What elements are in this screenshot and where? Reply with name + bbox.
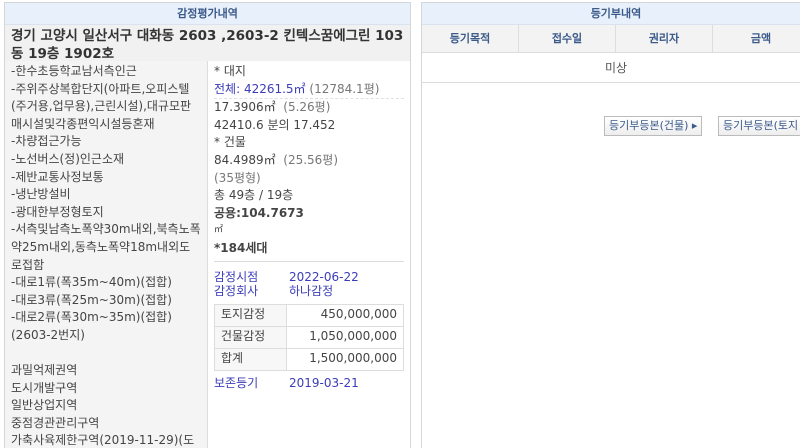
- land-total-pyeong: (12784.1평): [309, 81, 380, 96]
- col-date: 접수일: [519, 25, 616, 52]
- location-line: -대로1류(폭35m~40m)(접합): [11, 275, 172, 290]
- location-line: 가축사육제한구역(2019-11-29)(도시: [11, 433, 195, 448]
- location-line: [11, 345, 201, 363]
- valuation-table: 토지감정 450,000,000 건물감정 1,050,000,000 합계 1,50…: [214, 303, 404, 371]
- building-label: * 건물: [214, 135, 246, 150]
- location-description: -한수초등학교남서측인근 -주위주상복합단지(아파트,오피스텔(주거용,업무용),…: [5, 61, 208, 448]
- common-area: 공용:104.7673: [214, 205, 304, 220]
- location-line: -광대한부정형토지: [11, 204, 104, 219]
- registry-building-button[interactable]: 등기부등본(건물) ▸: [604, 116, 703, 136]
- land-share-pyeong: (5.26평): [283, 100, 331, 115]
- location-line: -노선버스(정)인근소재: [11, 151, 125, 166]
- land-label: * 대지: [214, 64, 246, 78]
- location-line: -냉난방설비: [11, 187, 71, 202]
- date-label: 감정시점: [214, 269, 259, 284]
- floors: 총 49층 / 19층: [214, 188, 294, 203]
- common-unit: ㎡: [214, 225, 224, 236]
- location-line: 중점경관관리구역: [11, 415, 100, 430]
- location-line: -대로3류(폭25m~30m)(접합): [11, 292, 172, 307]
- land-value-label: 토지감정: [214, 303, 287, 327]
- location-line: -서측및남측노폭약30m내외,북측노폭약25m내외,동측노폭약18m내외도로접함: [11, 222, 201, 272]
- location-line: 과밀억제권역: [11, 363, 78, 378]
- location-line: -제반교통사정보통: [11, 169, 104, 184]
- building-value-label: 건물감정: [214, 325, 287, 349]
- land-ratio: 42410.6 분의 17.452: [214, 117, 336, 132]
- building-area: 84.4989㎡: [214, 152, 276, 167]
- registry-table-header: 등기목적 접수일 권리자 금액: [422, 25, 800, 53]
- location-line: -주위주상복합단지(아파트,오피스텔(주거용,업무용),근린시설),대규모판매시…: [11, 81, 192, 131]
- location-line: -차량접근가능: [11, 134, 82, 149]
- location-line: -대로2류(폭30m~35m)(접합)(2603-2번지): [11, 310, 172, 342]
- property-address: 경기 고양시 일산서구 대화동 2603 ,2603-2 킨텍스꿈에그린 103…: [5, 25, 410, 62]
- col-amount: 금액: [713, 25, 800, 52]
- building-pyeong: (25.56평): [283, 152, 339, 167]
- location-line: 도시개발구역: [11, 380, 78, 395]
- table-row: 합계 1,500,000,000: [214, 347, 404, 371]
- company-label: 감정회사: [214, 283, 259, 298]
- registry-empty: 미상: [422, 53, 800, 83]
- land-share: 17.3906㎡: [214, 100, 276, 115]
- date-value: 2022-06-22: [289, 269, 359, 284]
- building-type: (35평형): [214, 170, 261, 185]
- location-line: -한수초등학교남서측인근: [11, 64, 137, 78]
- registry-land-button[interactable]: 등기부등본(토지: [718, 116, 800, 136]
- land-value: 450,000,000: [286, 303, 404, 327]
- table-row: 건물감정 1,050,000,000: [214, 325, 404, 349]
- table-row: 토지감정 450,000,000: [214, 303, 404, 327]
- col-purpose: 등기목적: [422, 25, 519, 52]
- registry-panel: 등기부내역 등기목적 접수일 권리자 금액 미상: [421, 2, 800, 448]
- total-value-label: 합계: [214, 347, 287, 371]
- location-line: 일반상업지역: [11, 398, 78, 413]
- total-value: 1,500,000,000: [286, 347, 404, 371]
- land-total: 전체: 42261.5㎡: [214, 81, 306, 96]
- appraisal-panel: 감정평가내역 경기 고양시 일산서구 대화동 2603 ,2603-2 킨텍스꿈…: [4, 2, 411, 448]
- property-details: * 대지 전체: 42261.5㎡ (12784.1평) 17.3906㎡ (5…: [208, 61, 410, 448]
- reg-value: 2019-03-21: [289, 375, 359, 390]
- company-value: 하나감정: [289, 283, 334, 298]
- building-value: 1,050,000,000: [286, 325, 404, 349]
- appraisal-title: 감정평가내역: [5, 3, 410, 25]
- households: *184세대: [214, 240, 268, 255]
- col-holder: 권리자: [616, 25, 713, 52]
- registry-title: 등기부내역: [422, 3, 800, 25]
- reg-label: 보존등기: [214, 375, 259, 390]
